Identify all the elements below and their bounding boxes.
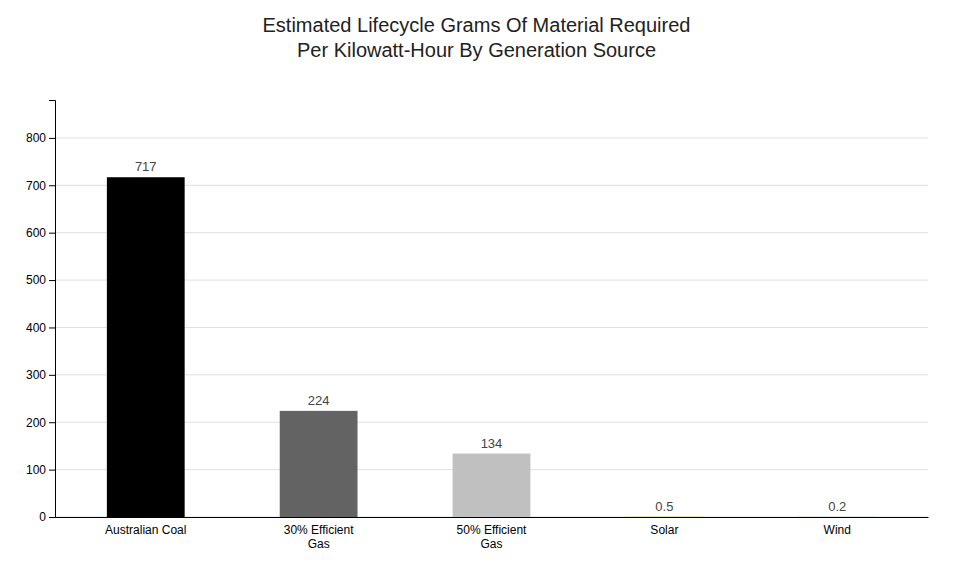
y-axis: 0 100 200 300 400 500 600 700 800	[26, 101, 56, 525]
grid-line	[55, 232, 928, 233]
grid-line	[55, 327, 928, 328]
data-label: 0.5	[655, 499, 673, 514]
x-tick: Wind	[824, 523, 851, 537]
data-label: 224	[308, 393, 330, 408]
y-tick-label: 800	[26, 131, 46, 145]
y-tick-mark	[49, 375, 55, 376]
grid-line	[55, 185, 928, 186]
bar	[280, 411, 358, 517]
grid-line	[55, 422, 928, 423]
y-tick-label: 300	[26, 368, 46, 382]
chart-svg: Estimated Lifecycle Grams Of Material Re…	[0, 0, 953, 587]
x-axis: Australian Coal 30% EfficientGas 50% Effic…	[56, 518, 929, 551]
y-tick-mark	[49, 470, 55, 471]
y-tick-label: 700	[26, 179, 46, 193]
x-tick-label: 50% EfficientGas	[457, 523, 527, 551]
y-tick-label: 200	[26, 416, 46, 430]
grid-line	[55, 137, 928, 138]
y-tick: 800	[26, 131, 55, 145]
y-tick: 600	[26, 226, 55, 240]
bar	[625, 516, 703, 517]
y-tick: 100	[26, 463, 55, 477]
grid-line	[55, 374, 928, 375]
y-tick-mark	[49, 517, 55, 518]
plot-area: 0 100 200 300 400 500 600 700 800 Australian Coal…	[26, 101, 929, 551]
y-tick-mark	[49, 138, 55, 139]
bars	[107, 177, 876, 517]
y-tick: 700	[26, 179, 55, 193]
y-tick: 300	[26, 368, 55, 382]
y-tick: 200	[26, 416, 55, 430]
y-tick-label: 400	[26, 321, 46, 335]
grid	[55, 138, 928, 517]
y-tick-label: 0	[39, 510, 46, 524]
x-tick: Australian Coal	[105, 523, 186, 537]
x-axis-line	[56, 517, 929, 518]
x-tick: 30% EfficientGas	[284, 523, 354, 551]
data-label: 717	[135, 159, 157, 174]
x-tick: 50% EfficientGas	[457, 523, 527, 551]
y-tick-label: 500	[26, 273, 46, 287]
x-tick-label: Australian Coal	[105, 523, 186, 537]
grid-line	[55, 280, 928, 281]
y-axis-line	[49, 101, 56, 518]
y-tick-mark	[49, 233, 55, 234]
x-tick: Solar	[650, 523, 678, 537]
data-label: 0.2	[828, 499, 846, 514]
y-tick-label: 600	[26, 226, 46, 240]
title: Estimated Lifecycle Grams Of Material Re…	[263, 14, 691, 61]
y-tick-mark	[49, 327, 55, 328]
y-tick-label: 100	[26, 463, 46, 477]
y-tick: 0	[39, 510, 55, 524]
x-tick-label: 30% EfficientGas	[284, 523, 354, 551]
data-label: 134	[481, 436, 503, 451]
bar	[107, 177, 185, 517]
bar	[453, 454, 531, 517]
bar	[798, 516, 876, 517]
y-tick-mark	[49, 185, 55, 186]
x-tick-label: Wind	[824, 523, 851, 537]
y-tick-mark	[49, 280, 55, 281]
y-tick: 500	[26, 273, 55, 287]
chart-container: Estimated Lifecycle Grams Of Material Re…	[0, 0, 953, 587]
y-tick: 400	[26, 321, 55, 335]
data-labels: 717 224 134 0.5 0.2	[135, 159, 846, 514]
x-tick-label: Solar	[650, 523, 678, 537]
y-tick-mark	[49, 422, 55, 423]
